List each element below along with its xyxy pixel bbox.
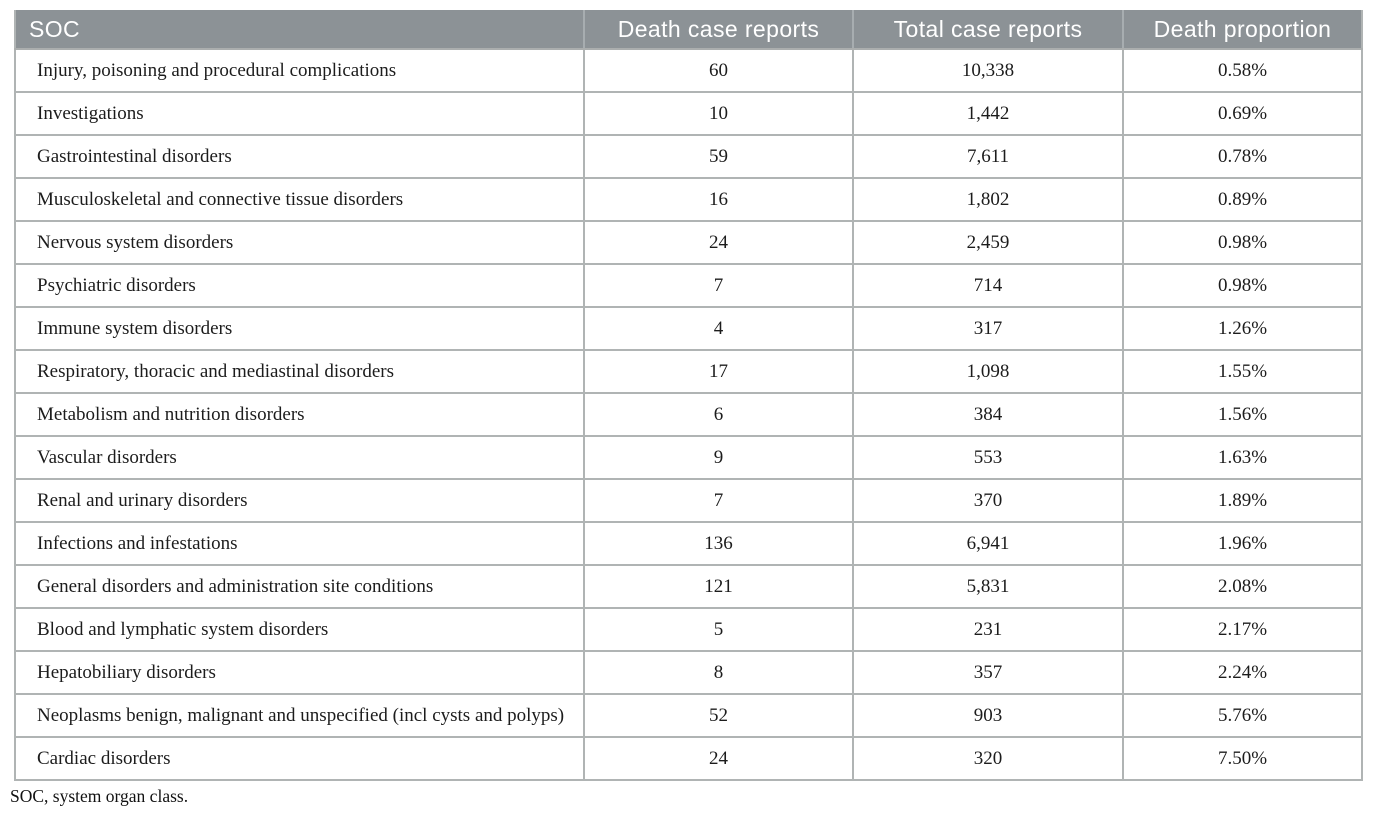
- soc-table-wrap: SOC Death case reports Total case report…: [14, 10, 1363, 781]
- table-row: Nervous system disorders 24 2,459 0.98%: [14, 220, 1363, 265]
- table-footnote: SOC, system organ class.: [10, 786, 189, 806]
- deaths-cell: 10: [583, 91, 854, 136]
- soc-table: SOC Death case reports Total case report…: [14, 10, 1363, 781]
- table-row: Vascular disorders 9 553 1.63%: [14, 435, 1363, 480]
- header-row: SOC Death case reports Total case report…: [15, 10, 1362, 50]
- proportion-cell: 2.24%: [1122, 650, 1363, 695]
- proportion-cell: 0.98%: [1122, 263, 1363, 308]
- proportion-cell: 0.69%: [1122, 91, 1363, 136]
- table-row: Renal and urinary disorders 7 370 1.89%: [14, 478, 1363, 523]
- deaths-cell: 9: [583, 435, 854, 480]
- total-cell: 7,611: [852, 134, 1124, 179]
- total-cell: 384: [852, 392, 1124, 437]
- column-header-soc: SOC: [15, 10, 584, 50]
- total-cell: 370: [852, 478, 1124, 523]
- deaths-cell: 121: [583, 564, 854, 609]
- soc-cell: Immune system disorders: [14, 306, 585, 351]
- proportion-cell: 1.89%: [1122, 478, 1363, 523]
- total-cell: 903: [852, 693, 1124, 738]
- total-cell: 317: [852, 306, 1124, 351]
- total-cell: 320: [852, 736, 1124, 781]
- proportion-cell: 1.26%: [1122, 306, 1363, 351]
- soc-cell: Metabolism and nutrition disorders: [14, 392, 585, 437]
- proportion-cell: 0.78%: [1122, 134, 1363, 179]
- proportion-cell: 1.96%: [1122, 521, 1363, 566]
- deaths-cell: 8: [583, 650, 854, 695]
- deaths-cell: 24: [583, 736, 854, 781]
- proportion-cell: 0.89%: [1122, 177, 1363, 222]
- soc-cell: Renal and urinary disorders: [14, 478, 585, 523]
- deaths-cell: 59: [583, 134, 854, 179]
- table-row: Immune system disorders 4 317 1.26%: [14, 306, 1363, 351]
- proportion-cell: 1.63%: [1122, 435, 1363, 480]
- deaths-cell: 136: [583, 521, 854, 566]
- deaths-cell: 4: [583, 306, 854, 351]
- total-cell: 231: [852, 607, 1124, 652]
- deaths-cell: 24: [583, 220, 854, 265]
- soc-cell: Cardiac disorders: [14, 736, 585, 781]
- total-cell: 1,098: [852, 349, 1124, 394]
- column-header-total-case-reports: Total case reports: [852, 10, 1123, 50]
- total-cell: 1,442: [852, 91, 1124, 136]
- column-header-death-case-reports: Death case reports: [583, 10, 853, 50]
- proportion-cell: 1.56%: [1122, 392, 1363, 437]
- soc-cell: Respiratory, thoracic and mediastinal di…: [14, 349, 585, 394]
- table-row: General disorders and administration sit…: [14, 564, 1363, 609]
- table-row: Psychiatric disorders 7 714 0.98%: [14, 263, 1363, 308]
- proportion-cell: 2.08%: [1122, 564, 1363, 609]
- soc-cell: Vascular disorders: [14, 435, 585, 480]
- table-row: Cardiac disorders 24 320 7.50%: [14, 736, 1363, 781]
- deaths-cell: 60: [583, 48, 854, 93]
- soc-cell: Neoplasms benign, malignant and unspecif…: [14, 693, 585, 738]
- deaths-cell: 16: [583, 177, 854, 222]
- deaths-cell: 7: [583, 263, 854, 308]
- total-cell: 714: [852, 263, 1124, 308]
- soc-cell: Injury, poisoning and procedural complic…: [14, 48, 585, 93]
- total-cell: 10,338: [852, 48, 1124, 93]
- soc-cell: Psychiatric disorders: [14, 263, 585, 308]
- deaths-cell: 6: [583, 392, 854, 437]
- soc-cell: Investigations: [14, 91, 585, 136]
- proportion-cell: 7.50%: [1122, 736, 1363, 781]
- table-row: Hepatobiliary disorders 8 357 2.24%: [14, 650, 1363, 695]
- proportion-cell: 0.98%: [1122, 220, 1363, 265]
- proportion-cell: 5.76%: [1122, 693, 1363, 738]
- soc-cell: Gastrointestinal disorders: [14, 134, 585, 179]
- proportion-cell: 0.58%: [1122, 48, 1363, 93]
- table-row: Investigations 10 1,442 0.69%: [14, 91, 1363, 136]
- total-cell: 5,831: [852, 564, 1124, 609]
- total-cell: 6,941: [852, 521, 1124, 566]
- table-row: Respiratory, thoracic and mediastinal di…: [14, 349, 1363, 394]
- table-body: Injury, poisoning and procedural complic…: [14, 48, 1363, 781]
- table-row: Musculoskeletal and connective tissue di…: [14, 177, 1363, 222]
- soc-cell: General disorders and administration sit…: [14, 564, 585, 609]
- soc-cell: Hepatobiliary disorders: [14, 650, 585, 695]
- table-row: Infections and infestations 136 6,941 1.96%: [14, 521, 1363, 566]
- table-row: Injury, poisoning and procedural complic…: [14, 48, 1363, 93]
- column-header-death-proportion: Death proportion: [1122, 10, 1362, 50]
- proportion-cell: 1.55%: [1122, 349, 1363, 394]
- deaths-cell: 52: [583, 693, 854, 738]
- table-row: Blood and lymphatic system disorders 5 231…: [14, 607, 1363, 652]
- total-cell: 2,459: [852, 220, 1124, 265]
- total-cell: 553: [852, 435, 1124, 480]
- soc-cell: Infections and infestations: [14, 521, 585, 566]
- table-row: Neoplasms benign, malignant and unspecif…: [14, 693, 1363, 738]
- soc-cell: Nervous system disorders: [14, 220, 585, 265]
- total-cell: 1,802: [852, 177, 1124, 222]
- soc-cell: Musculoskeletal and connective tissue di…: [14, 177, 585, 222]
- deaths-cell: 17: [583, 349, 854, 394]
- deaths-cell: 7: [583, 478, 854, 523]
- deaths-cell: 5: [583, 607, 854, 652]
- table-header: SOC Death case reports Total case report…: [15, 10, 1362, 50]
- proportion-cell: 2.17%: [1122, 607, 1363, 652]
- total-cell: 357: [852, 650, 1124, 695]
- table-row: Metabolism and nutrition disorders 6 384 1.…: [14, 392, 1363, 437]
- table-row: Gastrointestinal disorders 59 7,611 0.78%: [14, 134, 1363, 179]
- soc-cell: Blood and lymphatic system disorders: [14, 607, 585, 652]
